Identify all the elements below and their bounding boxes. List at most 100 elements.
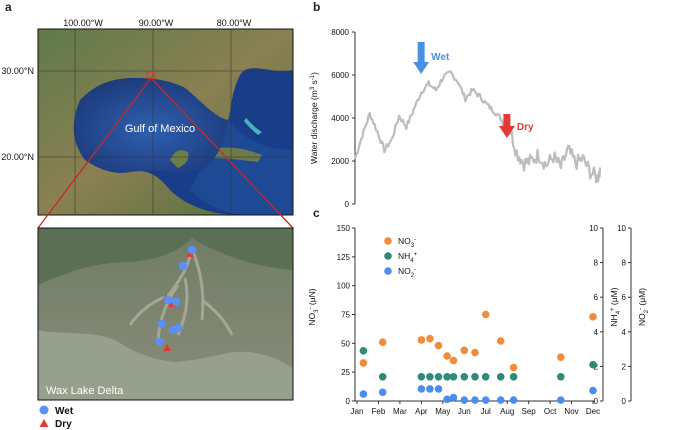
left-tick-label: 150 (337, 224, 351, 233)
nh4-point (359, 347, 368, 355)
nh4-axis-label: NH4+ (μM) (609, 287, 622, 326)
no3-point (589, 313, 597, 321)
wet-site-marker (155, 337, 165, 347)
x-tick-label: Aug (500, 407, 514, 416)
no3-point (557, 353, 565, 361)
nh4-point (443, 373, 451, 381)
left-tick-label: 25 (341, 368, 350, 377)
y-tick-label: 6000 (331, 71, 349, 80)
map-panel: Gulf of Mexico 100.00°W 90.00°W 80.00°W … (1, 18, 294, 430)
map-ticks: 100.00°W 90.00°W 80.00°W 30.00°N 20.00°N (1, 18, 251, 162)
y-tick-label: 2000 (331, 157, 349, 166)
legend-no3-marker (384, 237, 392, 245)
wet-site-marker (187, 245, 197, 255)
no2-point (443, 395, 451, 404)
y-axis-label: Water discharge (m3 s-1) (309, 72, 319, 164)
no2-point (417, 385, 426, 393)
nh4-point (471, 373, 479, 381)
no3-axis-label: NO3- (μN) (307, 288, 320, 325)
no2-tick-label: 2 (622, 362, 627, 371)
no3-point (449, 356, 458, 365)
legend-wet-marker (39, 405, 49, 415)
x-tick-label: Jul (481, 407, 491, 416)
no3-point (443, 352, 451, 360)
no3-point (481, 310, 490, 319)
lat-tick: 30.00°N (1, 66, 34, 76)
x-tick-label: Jan (351, 407, 364, 416)
y-tick-label: 0 (345, 200, 350, 209)
wet-annotation-label: Wet (431, 52, 450, 63)
lon-tick: 100.00°W (63, 18, 103, 28)
delta-map: Wax Lake Delta (37, 227, 294, 401)
discharge-line (353, 70, 602, 184)
no2-tick-label: 8 (622, 259, 627, 268)
no2-point (460, 396, 469, 404)
no2-point (434, 385, 443, 393)
no2-tick-label: 0 (622, 397, 627, 406)
lon-tick: 90.00°W (139, 18, 174, 28)
no2-point (359, 390, 368, 398)
left-tick-label: 75 (341, 311, 350, 320)
no2-tick-label: 6 (622, 293, 627, 302)
y-tick-label: 8000 (331, 28, 349, 37)
no2-point (589, 386, 597, 395)
wet-arrow (413, 42, 430, 74)
nh4-point (434, 373, 443, 381)
wet-site-marker (168, 325, 178, 335)
no3-point (496, 337, 505, 345)
no3-point (378, 338, 387, 346)
wet-site-marker (157, 319, 167, 329)
nh4-tick-label: 0 (594, 397, 599, 406)
gulf-map: Gulf of Mexico (37, 28, 294, 216)
no2-point (481, 396, 490, 404)
wet-site-marker (171, 297, 181, 307)
x-tick-label: Mar (393, 407, 407, 416)
gulf-label: Gulf of Mexico (125, 123, 195, 135)
x-tick-label: Apr (415, 407, 428, 416)
no2-tick-label: 10 (617, 224, 626, 233)
nh4-point (589, 360, 597, 369)
nh4-point (417, 373, 426, 381)
no3-point (509, 363, 518, 372)
no2-point (509, 396, 518, 404)
zoom-lines (37, 77, 294, 229)
x-tick-label: Jun (458, 407, 471, 416)
legend-wet-label: Wet (55, 406, 74, 417)
nh4-tick-label: 8 (594, 259, 599, 268)
x-tick-label: Nov (564, 407, 578, 416)
no3-point (417, 336, 426, 344)
legend-nh4-label: NH4+ (398, 251, 418, 264)
nh4-point (481, 373, 490, 381)
sampling-sites (155, 245, 197, 351)
no2-point (471, 396, 479, 404)
dry-annotation-label: Dry (517, 122, 534, 133)
legend-no2-marker (384, 267, 392, 275)
panel-label-b: b (313, 0, 321, 14)
nh4-point (509, 373, 518, 381)
left-tick-label: 0 (346, 397, 351, 406)
no2-point (449, 393, 458, 402)
nh4-point (557, 373, 565, 381)
nh4-point (426, 373, 434, 381)
left-tick-label: 125 (337, 253, 351, 262)
x-tick-label: May (435, 407, 450, 416)
nh4-tick-label: 4 (594, 328, 599, 337)
nh4-tick-label: 6 (594, 293, 599, 302)
legend-dry-label: Dry (55, 419, 72, 430)
no3-point (471, 348, 479, 357)
nh4-point (460, 373, 469, 381)
y-tick-label: 4000 (331, 114, 349, 123)
x-tick-label: Oct (544, 407, 557, 416)
no3-point (359, 359, 368, 367)
no3-point (434, 341, 443, 350)
no2-point (426, 385, 434, 393)
left-tick-label: 100 (337, 282, 351, 291)
wet-site-marker (178, 261, 188, 271)
legend-no2-label: NO2- (398, 266, 416, 279)
no2-point (496, 396, 505, 404)
no2-tick-label: 4 (622, 328, 627, 337)
no2-point (557, 396, 565, 404)
discharge-chart: 0 2000 4000 6000 8000 Wet Dry Water discharge… (309, 28, 602, 209)
x-tick-label: Feb (372, 407, 386, 416)
nh4-point (496, 373, 505, 381)
